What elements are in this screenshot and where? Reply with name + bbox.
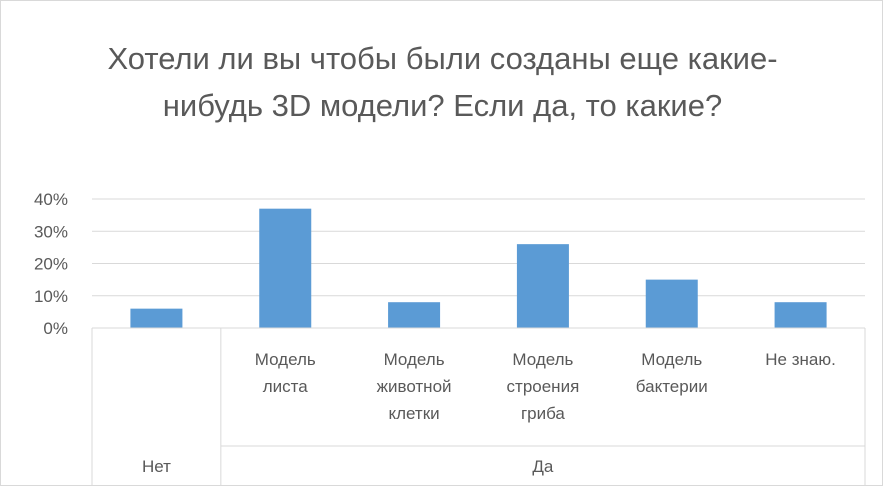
y-tick-label: 20%: [34, 255, 68, 274]
bar: [516, 244, 569, 328]
x-tick-label: строения: [507, 377, 580, 396]
x-tick-label: листа: [263, 377, 309, 396]
x-tick-label: Модель: [512, 350, 573, 369]
y-tick-label: 30%: [34, 222, 68, 241]
x-tick-label: бактерии: [636, 377, 708, 396]
x-tick-label: Модель: [641, 350, 702, 369]
bar: [388, 302, 441, 328]
y-tick-label: 0%: [43, 319, 68, 338]
y-tick-label: 10%: [34, 287, 68, 306]
y-tick-label: 40%: [34, 190, 68, 209]
bar: [259, 208, 312, 328]
bar: [774, 302, 827, 328]
x-tick-label: Модель: [255, 350, 316, 369]
chart-title: Хотели ли вы чтобы были созданы еще каки…: [107, 41, 778, 123]
x-tick-label: Не знаю.: [765, 350, 836, 369]
bar: [645, 279, 698, 328]
group-label: Да: [532, 457, 554, 476]
x-tick-label: Модель: [384, 350, 445, 369]
x-tick-label: клетки: [388, 404, 439, 423]
group-label: Нет: [142, 457, 171, 476]
x-tick-label: животной: [377, 377, 452, 396]
bar: [130, 308, 183, 328]
x-tick-label: гриба: [521, 404, 565, 423]
